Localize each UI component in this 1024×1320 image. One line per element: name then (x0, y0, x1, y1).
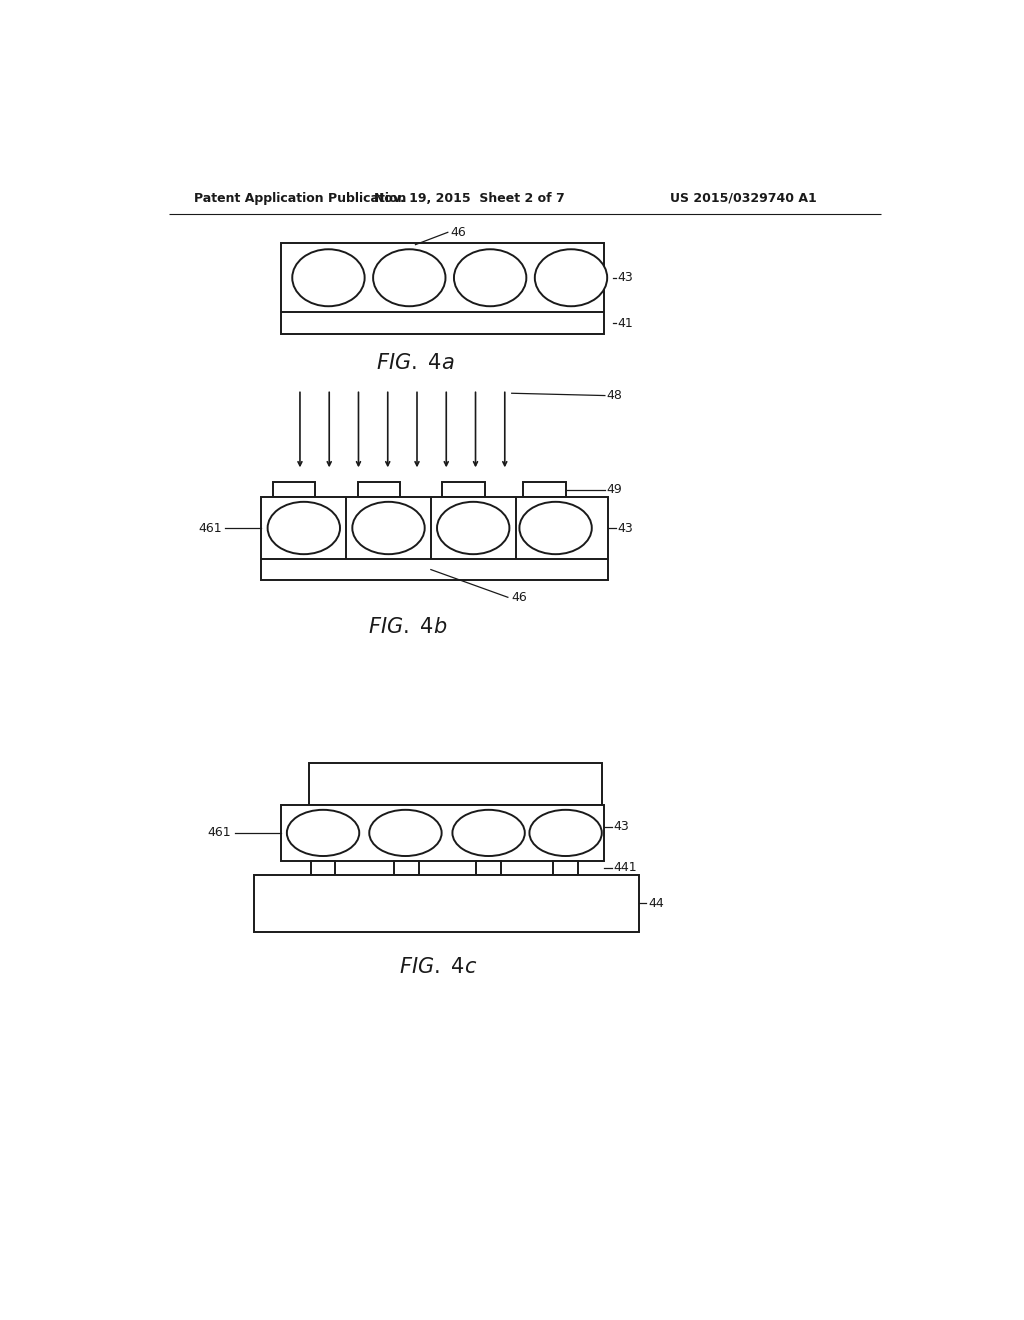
Text: 49: 49 (606, 483, 623, 496)
Text: 461: 461 (199, 521, 222, 535)
Text: 461: 461 (208, 826, 231, 840)
Ellipse shape (287, 809, 359, 855)
Text: 441: 441 (613, 861, 637, 874)
Text: 46: 46 (451, 226, 466, 239)
Ellipse shape (453, 809, 524, 855)
Bar (281, 243, 604, 334)
Ellipse shape (529, 809, 602, 855)
Bar (442, 482, 484, 498)
Ellipse shape (292, 249, 365, 306)
Ellipse shape (437, 502, 509, 554)
Bar (394, 861, 419, 874)
Bar (273, 482, 315, 498)
Text: Patent Application Publication: Patent Application Publication (194, 191, 407, 205)
Bar (281, 805, 604, 861)
Bar (476, 861, 501, 874)
Text: 43: 43 (613, 820, 629, 833)
Text: 43: 43 (617, 521, 633, 535)
Text: 44: 44 (648, 896, 664, 909)
Bar (309, 763, 602, 805)
Ellipse shape (373, 249, 445, 306)
Bar (254, 874, 639, 932)
Bar (310, 861, 336, 874)
Bar (553, 861, 578, 874)
Ellipse shape (535, 249, 607, 306)
Text: 48: 48 (606, 389, 623, 403)
Ellipse shape (267, 502, 340, 554)
Ellipse shape (454, 249, 526, 306)
Text: Nov. 19, 2015  Sheet 2 of 7: Nov. 19, 2015 Sheet 2 of 7 (374, 191, 564, 205)
Text: $\mathit{FIG.\ 4b}$: $\mathit{FIG.\ 4b}$ (368, 616, 447, 636)
Text: 46: 46 (512, 591, 527, 603)
Ellipse shape (370, 809, 441, 855)
Ellipse shape (352, 502, 425, 554)
Text: $\mathit{FIG.\ 4a}$: $\mathit{FIG.\ 4a}$ (376, 354, 455, 374)
Bar (523, 482, 565, 498)
Text: US 2015/0329740 A1: US 2015/0329740 A1 (670, 191, 816, 205)
Bar (357, 482, 400, 498)
Text: $\mathit{FIG.\ 4c}$: $\mathit{FIG.\ 4c}$ (399, 957, 478, 977)
Ellipse shape (519, 502, 592, 554)
Bar (261, 498, 608, 581)
Text: 43: 43 (617, 271, 633, 284)
Text: 41: 41 (617, 317, 633, 330)
